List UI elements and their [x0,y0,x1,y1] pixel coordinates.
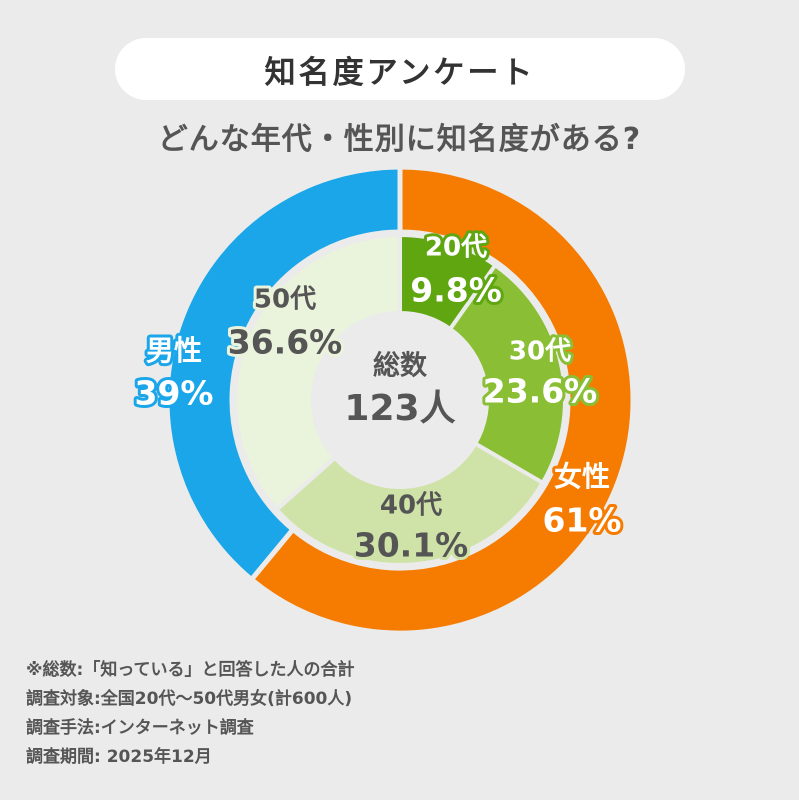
center-label: 総数 [373,350,428,382]
inner-slice-1 [447,262,567,486]
note-method: 調査手法:インターネット調査 [26,718,254,738]
note-target: 調査対象:全国20代〜50代男女(計600人) [26,689,353,709]
inner-slice-2 [273,440,546,567]
inner-value-label-2: 30.1% [354,526,469,565]
outer-name-label-1: 男性 [146,334,202,367]
note-total: ※総数:「知っている」と回答した人の合計 [26,660,355,680]
center-hole [315,315,485,485]
inner-value-label-0: 9.8% [410,271,502,310]
note-period: 調査期間: 2025年12月 [26,747,212,767]
outer-value-label-0: 61% [543,501,622,540]
inner-value-label-3: 36.6% [228,323,343,362]
inner-name-label-1: 30代 [509,337,571,367]
inner-slice-3 [233,232,402,513]
inner-name-label-0: 20代 [425,233,487,263]
inner-name-label-2: 40代 [380,491,442,521]
outer-slice-0 [247,164,636,636]
inner-value-label-1: 23.6% [483,372,598,411]
outer-slice-1 [164,164,403,584]
inner-name-label-3: 50代 [254,285,316,315]
outer-name-label-0: 女性 [554,460,610,493]
chart-subtitle: どんな年代・性別に知名度がある? [157,122,642,157]
outer-value-label-1: 39% [135,374,214,413]
title-banner: 知名度アンケート [115,38,685,100]
chart-title: 知名度アンケート [264,54,536,91]
center-total: 123人 [344,388,455,429]
survey-notes: ※総数:「知っている」と回答した人の合計 調査対象:全国20代〜50代男女(計6… [26,656,786,772]
